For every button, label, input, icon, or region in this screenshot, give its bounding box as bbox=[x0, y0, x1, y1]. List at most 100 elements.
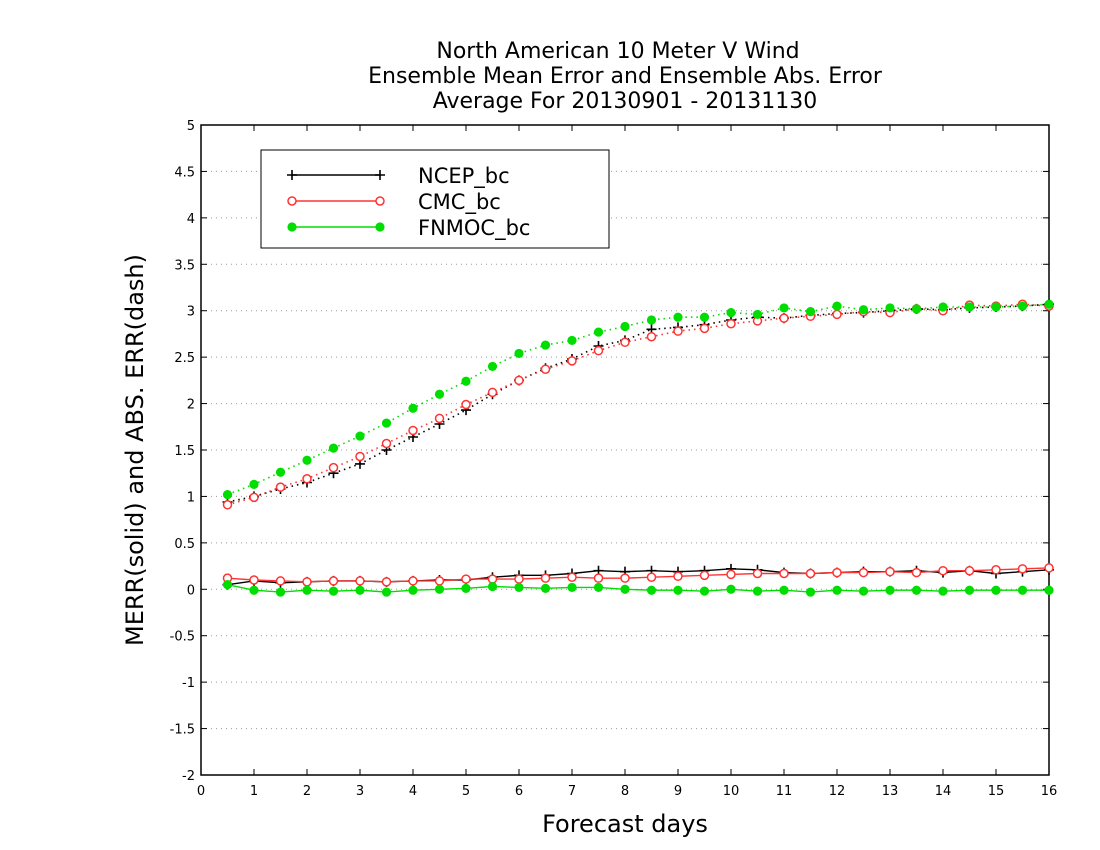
merr-point-fnmoc-bc bbox=[275, 587, 286, 597]
abs-err-point-fnmoc-bc bbox=[567, 335, 577, 346]
abs-err-point-fnmoc-bc bbox=[222, 489, 233, 500]
series-fnmoc-bc bbox=[222, 299, 1054, 597]
merr-point-fnmoc-bc bbox=[885, 585, 895, 595]
chart-title-line-2: Ensemble Mean Error and Ensemble Abs. Er… bbox=[368, 64, 883, 89]
merr-point-cmc-bc bbox=[1044, 563, 1054, 573]
abs-err-point-fnmoc-bc bbox=[991, 302, 1001, 312]
merr-point-fnmoc-bc bbox=[726, 584, 736, 594]
merr-point-fnmoc-bc bbox=[328, 586, 339, 596]
x-tick-label: 5 bbox=[462, 784, 470, 799]
abs-err-point-fnmoc-bc bbox=[885, 303, 895, 313]
x-tick-label: 9 bbox=[674, 784, 682, 799]
merr-point-fnmoc-bc bbox=[964, 585, 975, 595]
merr-point-cmc-bc bbox=[885, 566, 895, 577]
y-tick-label: 4 bbox=[187, 212, 195, 227]
abs-err-point-fnmoc-bc bbox=[540, 340, 551, 350]
merr-point-fnmoc-bc bbox=[832, 585, 842, 595]
merr-point-fnmoc-bc bbox=[408, 585, 418, 595]
abs-err-point-cmc-bc bbox=[302, 474, 312, 484]
legend-marker-fnmoc-bc bbox=[287, 222, 297, 232]
merr-line-fnmoc-bc bbox=[227, 583, 1049, 593]
abs-err-point-cmc-bc bbox=[540, 364, 551, 374]
abs-err-point-fnmoc-bc bbox=[805, 307, 816, 317]
x-tick-label: 14 bbox=[935, 784, 952, 799]
merr-line-cmc-bc bbox=[227, 567, 1050, 583]
y-tick-label: -1 bbox=[182, 676, 195, 691]
legend-label-ncep-bc: NCEP_bc bbox=[418, 164, 510, 189]
abs-err-point-fnmoc-bc bbox=[434, 389, 445, 399]
merr-point-cmc-bc bbox=[673, 571, 683, 582]
x-tick-label: 15 bbox=[988, 784, 1005, 799]
merr-point-fnmoc-bc bbox=[434, 584, 445, 594]
chart-title-line-1: North American 10 Meter V Wind bbox=[436, 39, 799, 64]
x-tick-label: 6 bbox=[515, 784, 523, 799]
merr-point-cmc-bc bbox=[646, 572, 657, 582]
abs-err-point-cmc-bc bbox=[726, 318, 736, 329]
series-ncep-bc bbox=[222, 299, 1054, 590]
legend-entry-fnmoc-bc: FNMOC_bc bbox=[287, 216, 530, 241]
abs-err-point-fnmoc-bc bbox=[381, 418, 392, 428]
abs-err-point-fnmoc-bc bbox=[646, 315, 657, 325]
abs-err-point-cmc-bc bbox=[567, 356, 577, 366]
merr-point-cmc-bc bbox=[381, 577, 392, 587]
merr-point-cmc-bc bbox=[461, 574, 471, 584]
legend-label-fnmoc-bc: FNMOC_bc bbox=[418, 216, 530, 241]
abs-err-point-fnmoc-bc bbox=[858, 305, 869, 315]
y-tick-label: 0.5 bbox=[174, 537, 195, 552]
chart-title-line-3: Average For 20130901 - 20131130 bbox=[433, 89, 818, 114]
merr-point-fnmoc-bc bbox=[858, 586, 869, 596]
merr-point-cmc-bc bbox=[328, 576, 339, 586]
abs-err-point-cmc-bc bbox=[434, 413, 445, 424]
legend-box bbox=[260, 149, 610, 249]
abs-err-point-fnmoc-bc bbox=[514, 348, 524, 359]
merr-point-fnmoc-bc bbox=[567, 582, 577, 593]
merr-point-cmc-bc bbox=[620, 573, 630, 583]
merr-point-fnmoc-bc bbox=[620, 584, 630, 594]
y-tick-label: 4.5 bbox=[174, 165, 195, 180]
abs-err-point-fnmoc-bc bbox=[752, 309, 763, 320]
series-cmc-bc bbox=[222, 299, 1054, 587]
merr-point-cmc-bc bbox=[805, 568, 816, 579]
abs-err-line-fnmoc-bc bbox=[227, 303, 1050, 496]
merr-point-cmc-bc bbox=[540, 573, 551, 583]
merr-point-cmc-bc bbox=[832, 567, 842, 578]
y-tick-label: 0 bbox=[187, 583, 195, 598]
merr-point-cmc-bc bbox=[249, 575, 259, 585]
abs-err-point-cmc-bc bbox=[620, 337, 630, 348]
abs-err-point-cmc-bc bbox=[408, 425, 418, 436]
abs-err-point-cmc-bc bbox=[222, 500, 233, 510]
merr-point-cmc-bc bbox=[726, 569, 736, 580]
legend-label-cmc-bc: CMC_bc bbox=[418, 190, 501, 215]
legend-marker-ncep-bc bbox=[287, 170, 297, 180]
x-tick-label: 12 bbox=[829, 784, 846, 799]
abs-err-point-fnmoc-bc bbox=[328, 443, 339, 453]
merr-point-fnmoc-bc bbox=[752, 586, 763, 596]
merr-point-cmc-bc bbox=[302, 577, 312, 587]
abs-err-point-cmc-bc bbox=[832, 309, 842, 320]
merr-point-cmc-bc bbox=[355, 576, 365, 586]
abs-err-point-fnmoc-bc bbox=[487, 361, 498, 372]
legend-marker-cmc-bc bbox=[287, 196, 297, 206]
axis-ticks bbox=[200, 124, 1050, 776]
abs-err-point-fnmoc-bc bbox=[620, 321, 630, 332]
abs-err-point-fnmoc-bc bbox=[593, 327, 604, 337]
abs-err-point-fnmoc-bc bbox=[355, 431, 365, 441]
abs-err-point-cmc-bc bbox=[514, 375, 524, 386]
x-tick-label: 10 bbox=[723, 784, 740, 799]
merr-point-cmc-bc bbox=[514, 574, 524, 584]
legend-entry-cmc-bc: CMC_bc bbox=[287, 190, 501, 215]
legend-marker-ncep-bc bbox=[375, 170, 385, 180]
merr-point-fnmoc-bc bbox=[805, 587, 816, 597]
y-tick-labels: -2 -1.5 -1 -0.5 0 0.5 1 1.5 2 2.5 3 3.5 4 4.5 5 bbox=[170, 119, 195, 784]
legend-entry-ncep-bc: NCEP_bc bbox=[287, 164, 510, 189]
abs-err-point-fnmoc-bc bbox=[1044, 299, 1054, 309]
abs-err-point-cmc-bc bbox=[646, 331, 657, 342]
merr-point-cmc-bc bbox=[779, 568, 789, 579]
series-group bbox=[222, 299, 1054, 597]
merr-point-cmc-bc bbox=[964, 565, 975, 576]
merr-point-cmc-bc bbox=[752, 568, 763, 579]
merr-point-fnmoc-bc bbox=[381, 587, 392, 597]
x-tick-label: 16 bbox=[1041, 784, 1058, 799]
